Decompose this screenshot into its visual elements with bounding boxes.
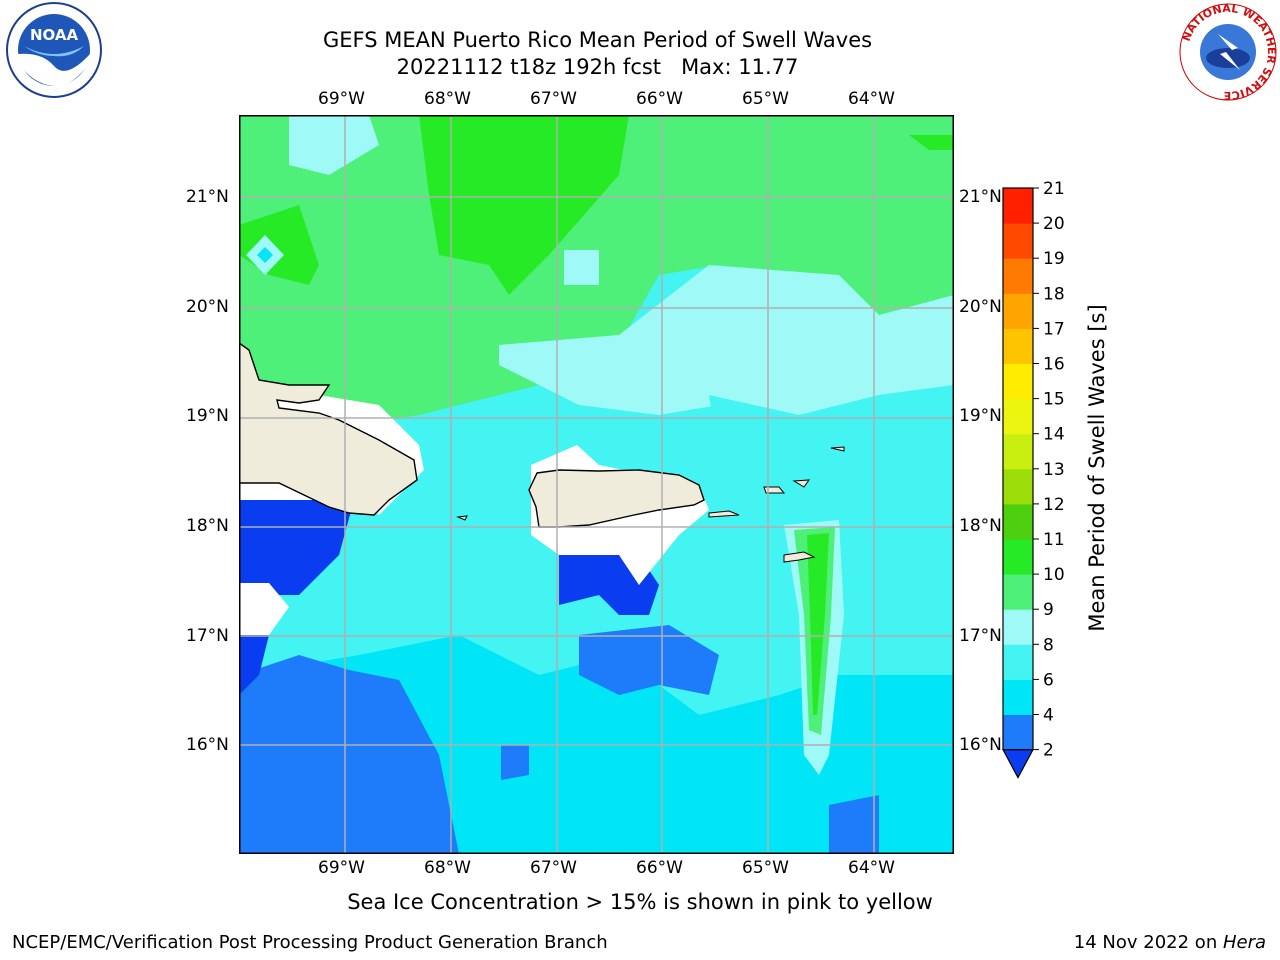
colorbar-ticks: 2 4 6 8 9 10 11 12 13 14 15 16 17 18 19 20 21 <box>1033 180 1065 761</box>
land-vieques <box>708 510 740 518</box>
colorbar-tick-label: 6 <box>1043 670 1054 690</box>
lon-label-top-68w: 68°W <box>424 89 471 109</box>
field-deepblue-west <box>239 500 354 595</box>
lat-label-right-18n: 18°N <box>959 516 1002 536</box>
field-lightcyan-top <box>289 115 379 175</box>
field-tongue-dark <box>807 533 829 715</box>
colorbar-segment <box>1003 503 1033 540</box>
lon-label-bottom-67w: 67°W <box>530 858 577 878</box>
lat-label-right-17n: 17°N <box>959 626 1002 646</box>
field-green-dark-ne <box>909 135 954 150</box>
lat-label-left-17n: 17°N <box>186 626 229 646</box>
sea-ice-note: Sea Ice Concentration > 15% is shown in … <box>347 890 933 914</box>
colorbar-tick-label: 19 <box>1043 249 1065 269</box>
lat-label-left-20n: 20°N <box>186 297 229 317</box>
lon-label-top-66w: 66°W <box>636 89 683 109</box>
colorbar-tick-label: 18 <box>1043 284 1065 304</box>
colorbar-segment <box>1003 609 1033 645</box>
lat-label-left-19n: 19°N <box>186 406 229 426</box>
lat-label-right-19n: 19°N <box>959 406 1002 426</box>
colorbar-tick-label: 10 <box>1043 565 1065 585</box>
colorbar-segment <box>1003 433 1033 470</box>
colorbar-segment <box>1003 679 1033 715</box>
field-blue-se <box>829 795 879 854</box>
colorbar-tick-label: 14 <box>1043 425 1065 445</box>
land-st-croix <box>783 551 816 563</box>
colorbar-segment <box>1003 574 1033 610</box>
lon-label-top-65w: 65°W <box>742 89 789 109</box>
colorbar: 2 4 6 8 9 10 11 12 13 14 15 16 17 18 19 20 21 <box>1001 180 1065 779</box>
colorbar-tick-label: 16 <box>1043 355 1065 375</box>
colorbar-tick-label: 2 <box>1043 741 1054 761</box>
colorbar-tick-label: 21 <box>1043 180 1065 199</box>
land-virgin-islands <box>763 486 786 494</box>
colorbar-segment <box>1003 223 1033 259</box>
footer-credit: NCEP/EMC/Verification Post Processing Pr… <box>12 932 608 953</box>
lat-label-left-21n: 21°N <box>186 187 229 207</box>
colorbar-tick-label: 12 <box>1043 495 1065 515</box>
colorbar-segment <box>1003 363 1033 400</box>
field-blue-south-pr <box>579 625 719 695</box>
field-deepblue-sw <box>239 635 269 695</box>
field-green-dark-top <box>419 115 629 295</box>
map-border <box>239 115 954 854</box>
noaa-logo: NOAA <box>6 2 102 98</box>
map-canvas <box>239 115 954 854</box>
lon-label-top-69w: 69°W <box>318 89 365 109</box>
field-blue-patch <box>501 745 529 780</box>
lon-label-bottom-66w: 66°W <box>636 858 683 878</box>
lon-label-bottom-68w: 68°W <box>424 858 471 878</box>
colorbar-segment <box>1003 398 1033 435</box>
colorbar-tick-label: 20 <box>1043 214 1065 234</box>
land-mona <box>456 515 468 521</box>
lat-label-left-18n: 18°N <box>186 516 229 536</box>
colorbar-segment <box>1003 714 1033 751</box>
lat-label-right-20n: 20°N <box>959 297 1002 317</box>
colorbar-tick-label: 4 <box>1043 706 1054 726</box>
colorbar-segments <box>1001 187 1035 779</box>
colorbar-label: Mean Period of Swell Waves [s] <box>1085 304 1109 632</box>
colorbar-tick-label: 9 <box>1043 600 1054 620</box>
lat-label-left-16n: 16°N <box>186 735 229 755</box>
noaa-logo-text: NOAA <box>30 26 79 44</box>
lon-label-top-67w: 67°W <box>530 89 577 109</box>
colorbar-tick-label: 8 <box>1043 635 1054 655</box>
field-lightcyan-mid <box>499 265 954 415</box>
footer-date: 14 Nov 2022 on Hera <box>1074 932 1266 953</box>
colorbar-tick-label: 11 <box>1043 530 1065 550</box>
field-blue-sw <box>239 655 459 854</box>
chart-title: GEFS MEAN Puerto Rico Mean Period of Swe… <box>322 28 873 52</box>
lon-label-bottom-64w: 64°W <box>848 858 895 878</box>
colorbar-segment <box>1003 644 1033 680</box>
footer-host: Hera <box>1222 932 1266 953</box>
land-puerto-rico <box>528 469 705 528</box>
mask-white-west <box>239 583 289 635</box>
lon-label-bottom-65w: 65°W <box>742 858 789 878</box>
lon-label-top-64w: 64°W <box>848 89 895 109</box>
footer-date-text: 14 Nov 2022 on <box>1073 932 1223 953</box>
grid <box>239 115 954 854</box>
colorbar-segment <box>1003 293 1033 329</box>
colorbar-tick-label: 13 <box>1043 460 1065 480</box>
colorbar-tick-label: 15 <box>1043 390 1065 410</box>
nws-logo: NATIONAL WEATHER SERVICE <box>1179 2 1278 102</box>
colorbar-tick-label: 17 <box>1043 319 1065 339</box>
colorbar-segment <box>1003 468 1033 505</box>
lat-label-right-16n: 16°N <box>959 735 1002 755</box>
land-hispaniola <box>239 342 418 516</box>
colorbar-segment <box>1003 258 1033 294</box>
chart-subtitle: 20221112 t18z 192h fcst Max: 11.77 <box>396 55 799 79</box>
lat-label-right-21n: 21°N <box>959 187 1002 207</box>
colorbar-segment <box>1003 188 1033 224</box>
colorbar-extend-triangle <box>1001 749 1035 779</box>
lon-label-bottom-69w: 69°W <box>318 858 365 878</box>
field-lightcyan-patch <box>564 250 599 285</box>
colorbar-segment <box>1003 539 1033 575</box>
colorbar-segment <box>1003 328 1033 364</box>
